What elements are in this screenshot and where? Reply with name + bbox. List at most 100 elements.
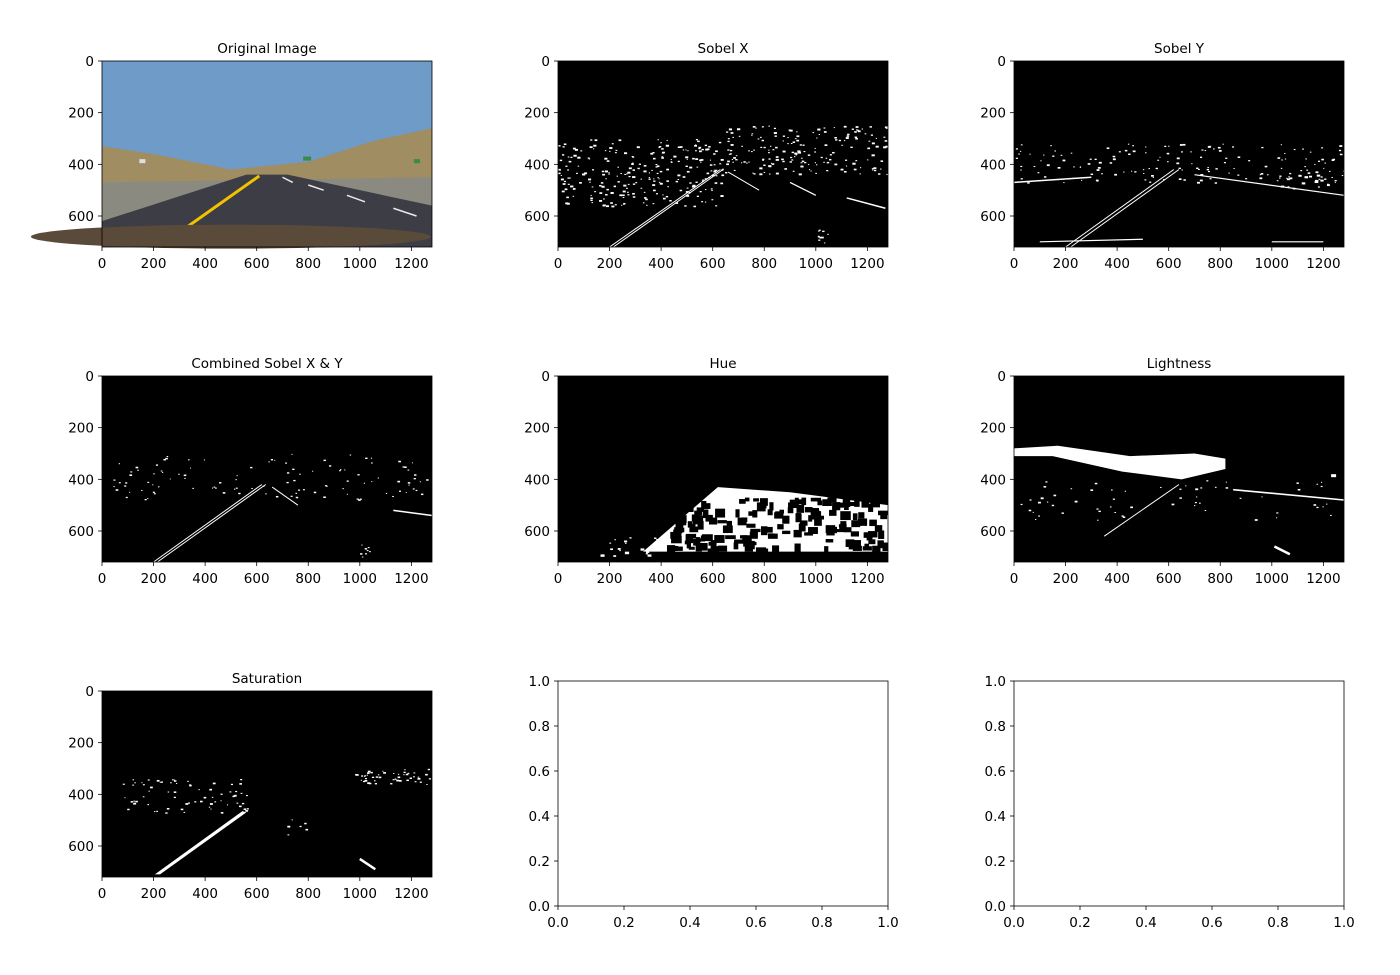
pixel-mark bbox=[874, 169, 877, 172]
pixel-mark bbox=[1112, 155, 1116, 158]
axes-frame bbox=[101, 375, 433, 563]
pixel-mark bbox=[851, 128, 854, 130]
pixel-mark bbox=[798, 523, 806, 532]
pixel-mark bbox=[1191, 163, 1193, 165]
pixel-mark bbox=[635, 182, 638, 184]
pixel-mark bbox=[772, 149, 775, 151]
pixel-mark bbox=[1043, 486, 1047, 488]
pixel-mark bbox=[847, 133, 850, 136]
pixel-mark bbox=[173, 791, 177, 793]
pixel-mark bbox=[711, 174, 715, 177]
pixel-mark bbox=[1277, 157, 1281, 159]
pixel-mark bbox=[750, 528, 761, 533]
pixel-mark bbox=[710, 170, 713, 172]
pixel-mark bbox=[701, 180, 704, 182]
pixel-mark bbox=[1166, 161, 1169, 163]
pixel-mark bbox=[740, 535, 748, 539]
edge-line bbox=[613, 169, 724, 248]
pixel-mark bbox=[609, 542, 612, 544]
pixel-mark bbox=[1015, 148, 1018, 150]
pixel-mark bbox=[558, 168, 561, 171]
pixel-mark bbox=[769, 166, 772, 168]
pixel-mark bbox=[775, 156, 779, 158]
pixel-mark bbox=[632, 169, 636, 171]
pixel-mark bbox=[1118, 151, 1121, 153]
pixel-mark bbox=[752, 172, 754, 174]
pixel-mark bbox=[1293, 148, 1296, 151]
x-tick-label: 0 bbox=[554, 256, 563, 272]
pixel-mark bbox=[1145, 152, 1147, 154]
pixel-mark bbox=[574, 148, 578, 151]
pixel-mark bbox=[246, 794, 248, 797]
pixel-mark bbox=[1181, 169, 1183, 171]
pixel-mark bbox=[643, 191, 646, 193]
pixel-mark bbox=[402, 466, 405, 468]
pixel-mark bbox=[144, 498, 147, 501]
pixel-mark bbox=[1343, 172, 1347, 175]
pixel-mark bbox=[152, 484, 154, 486]
pixel-mark bbox=[582, 173, 586, 176]
pixel-mark bbox=[759, 167, 763, 170]
pixel-mark bbox=[801, 160, 805, 163]
pixel-mark bbox=[1124, 149, 1128, 152]
y-tick-label: 400 bbox=[68, 472, 94, 488]
pixel-mark bbox=[358, 499, 361, 501]
pixel-mark bbox=[124, 797, 126, 799]
pixel-mark bbox=[685, 533, 697, 539]
pixel-mark bbox=[1313, 504, 1317, 506]
subplot-3: Sobel Y 0 200 400 600 800 1000 1200 0 200 400 600 bbox=[980, 41, 1347, 272]
pixel-mark bbox=[768, 149, 770, 151]
edge-line bbox=[1013, 176, 1092, 184]
pixel-mark bbox=[1279, 175, 1282, 177]
pixel-mark bbox=[652, 157, 656, 160]
pixel-mark bbox=[1196, 181, 1200, 184]
pixel-mark bbox=[1320, 176, 1323, 178]
pixel-mark bbox=[588, 158, 591, 160]
x-tick-label: 200 bbox=[141, 571, 167, 587]
pixel-mark bbox=[824, 242, 826, 244]
pixel-mark bbox=[763, 146, 766, 149]
pixel-mark bbox=[167, 791, 170, 793]
pixel-mark bbox=[620, 173, 623, 175]
pixel-mark bbox=[680, 515, 687, 524]
pixel-mark bbox=[744, 544, 753, 552]
pixel-mark bbox=[652, 203, 655, 205]
pixel-mark bbox=[741, 162, 743, 164]
pixel-mark bbox=[642, 202, 645, 204]
pixel-mark bbox=[1306, 169, 1309, 171]
pixel-mark bbox=[701, 201, 704, 203]
pixel-mark bbox=[250, 466, 253, 469]
pixel-mark bbox=[1131, 170, 1133, 172]
pixel-mark bbox=[287, 834, 290, 836]
pixel-mark bbox=[591, 169, 595, 171]
pixel-mark bbox=[1320, 485, 1323, 488]
pixel-mark bbox=[684, 498, 695, 505]
pixel-mark bbox=[1343, 181, 1347, 183]
pixel-mark bbox=[651, 548, 656, 551]
pixel-mark bbox=[1314, 180, 1319, 183]
subplot-8: 0.0 0.2 0.4 0.6 0.8 1.0 0.0 0.2 0.4 0.6 0.8 1.0 bbox=[529, 674, 899, 931]
pixel-mark bbox=[769, 502, 774, 511]
pixel-mark bbox=[590, 199, 593, 202]
y-tick-label: 400 bbox=[524, 472, 550, 488]
pixel-mark bbox=[426, 783, 428, 785]
pixel-mark bbox=[784, 168, 787, 170]
pixel-mark bbox=[1183, 179, 1186, 181]
x-tick-label: 1000 bbox=[799, 256, 833, 272]
x-tick-label: 800 bbox=[295, 571, 321, 587]
pixel-mark bbox=[235, 487, 238, 489]
pixel-mark bbox=[147, 804, 149, 806]
pixel-mark bbox=[361, 775, 364, 777]
pixel-mark bbox=[845, 159, 848, 161]
pixel-mark bbox=[694, 150, 697, 152]
pixel-mark bbox=[646, 204, 648, 206]
pixel-mark bbox=[427, 768, 430, 771]
pixel-mark bbox=[611, 205, 615, 208]
pixel-mark bbox=[594, 139, 598, 142]
pixel-mark bbox=[753, 149, 755, 151]
y-tick-label: 400 bbox=[980, 157, 1006, 173]
y-tick-label: 200 bbox=[68, 736, 94, 752]
pixel-mark bbox=[652, 184, 656, 186]
pixel-mark bbox=[857, 130, 861, 133]
subplot-title: Saturation bbox=[232, 671, 302, 687]
